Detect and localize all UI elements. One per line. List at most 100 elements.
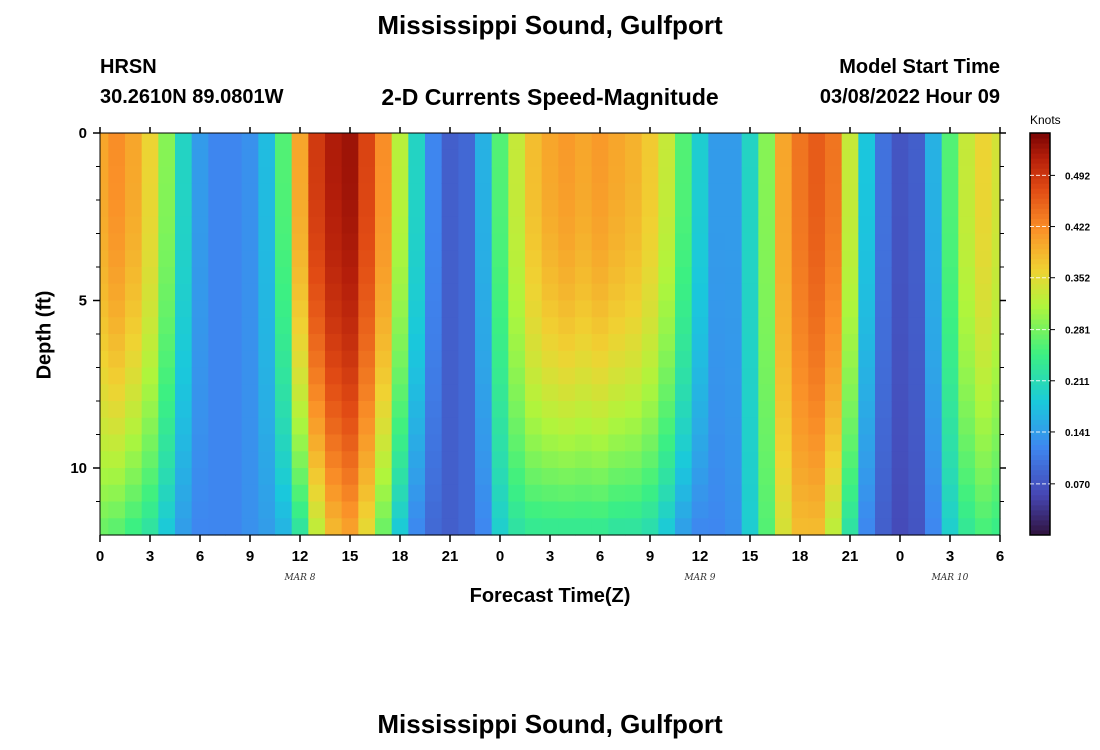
- heatmap-cell: [725, 484, 743, 503]
- heatmap-cell: [475, 501, 493, 519]
- heatmap-cell: [791, 233, 809, 251]
- heatmap-cell: [875, 317, 893, 335]
- heatmap-cell: [491, 133, 509, 151]
- heatmap-cell: [925, 166, 943, 184]
- heatmap-cell: [175, 401, 193, 419]
- heatmap-cell: [891, 518, 909, 536]
- heatmap-cell: [708, 149, 726, 168]
- heatmap-cell: [141, 518, 159, 536]
- date-label: MAR 9: [683, 573, 715, 583]
- heatmap-cell: [100, 216, 109, 235]
- heatmap-cell: [791, 200, 809, 218]
- heatmap-cell: [691, 384, 709, 402]
- heatmap-cell: [541, 300, 559, 318]
- heatmap-cell: [608, 300, 626, 318]
- heatmap-cell: [358, 417, 376, 436]
- heatmap-cell: [341, 216, 359, 235]
- heatmap-cell: [558, 267, 576, 285]
- heatmap-cell: [625, 233, 643, 251]
- heatmap-cell: [291, 283, 309, 302]
- heatmap-cell: [841, 166, 859, 184]
- heatmap-cell: [191, 350, 209, 369]
- heatmap-cell: [741, 233, 759, 251]
- heatmap-cell: [875, 300, 893, 318]
- heatmap-cell: [308, 401, 326, 419]
- heatmap-cell: [708, 334, 726, 352]
- heatmap-cell: [141, 334, 159, 352]
- heatmap-cell: [608, 250, 626, 268]
- heatmap-cell: [458, 216, 476, 235]
- heatmap-cell: [525, 250, 543, 268]
- heatmap-cell: [975, 484, 993, 503]
- heatmap-cell: [525, 200, 543, 218]
- heatmap-cell: [808, 233, 826, 251]
- heatmap-cell: [641, 133, 659, 151]
- heatmap-cell: [358, 250, 376, 268]
- heatmap-cell: [425, 484, 443, 503]
- heatmap-cell: [408, 334, 426, 352]
- heatmap-cell: [291, 166, 309, 184]
- heatmap-cell: [741, 401, 759, 419]
- heatmap-cell: [441, 384, 459, 402]
- heatmap-cell: [808, 350, 826, 369]
- heatmap-cell: [425, 250, 443, 268]
- heatmap-cell: [525, 133, 543, 151]
- heatmap-cell: [241, 149, 259, 168]
- heatmap-cell: [608, 233, 626, 251]
- heatmap-cell: [208, 417, 226, 436]
- heatmap-cell: [891, 133, 909, 151]
- heatmap-cell: [108, 334, 126, 352]
- colorbar-segment: [1030, 409, 1050, 415]
- heatmap-cell: [708, 518, 726, 536]
- heatmap-cell: [591, 317, 609, 335]
- heatmap-cell: [125, 518, 143, 536]
- heatmap-cell: [175, 384, 193, 402]
- heatmap-cell: [791, 283, 809, 302]
- heatmap-cell: [191, 216, 209, 235]
- heatmap-cell: [875, 283, 893, 302]
- heatmap-cell: [475, 300, 493, 318]
- heatmap-cell: [925, 451, 943, 469]
- heatmap-cell: [691, 451, 709, 469]
- heatmap-cell: [308, 233, 326, 251]
- heatmap-cell: [408, 434, 426, 452]
- x-tick-label: 3: [146, 548, 154, 565]
- heatmap-cell: [758, 401, 776, 419]
- heatmap-cell: [258, 367, 276, 385]
- heatmap-cell: [525, 484, 543, 503]
- heatmap-cell: [858, 434, 876, 452]
- heatmap-cell: [241, 451, 259, 469]
- heatmap-cell: [891, 267, 909, 285]
- heatmap-cell: [375, 384, 393, 402]
- heatmap-cell: [708, 434, 726, 452]
- heatmap-cell: [425, 468, 443, 486]
- colorbar-segment: [1030, 494, 1050, 501]
- heatmap-cell: [775, 334, 793, 352]
- colorbar-segment: [1030, 389, 1050, 395]
- heatmap-cell: [175, 216, 193, 235]
- heatmap-cell: [191, 451, 209, 469]
- heatmap-cell: [558, 183, 576, 201]
- heatmap-cell: [808, 283, 826, 302]
- heatmap-cell: [908, 200, 926, 218]
- heatmap-cell: [100, 350, 109, 369]
- heatmap-cell: [991, 149, 1001, 168]
- heatmap-cell: [358, 334, 376, 352]
- heatmap-cell: [391, 434, 409, 452]
- heatmap-cell: [841, 133, 859, 151]
- heatmap-cell: [791, 384, 809, 402]
- heatmap-cell: [875, 434, 893, 452]
- heatmap-cell: [175, 501, 193, 519]
- heatmap-cell: [675, 501, 693, 519]
- heatmap-cell: [975, 367, 993, 385]
- heatmap-cell: [891, 334, 909, 352]
- heatmap-cell: [841, 401, 859, 419]
- heatmap-cell: [141, 417, 159, 436]
- heatmap-cell: [691, 233, 709, 251]
- colorbar-segment: [1030, 253, 1050, 260]
- heatmap-cell: [558, 384, 576, 402]
- heatmap-cell: [100, 334, 109, 352]
- heatmap-cell: [791, 317, 809, 335]
- heatmap-cell: [725, 200, 743, 218]
